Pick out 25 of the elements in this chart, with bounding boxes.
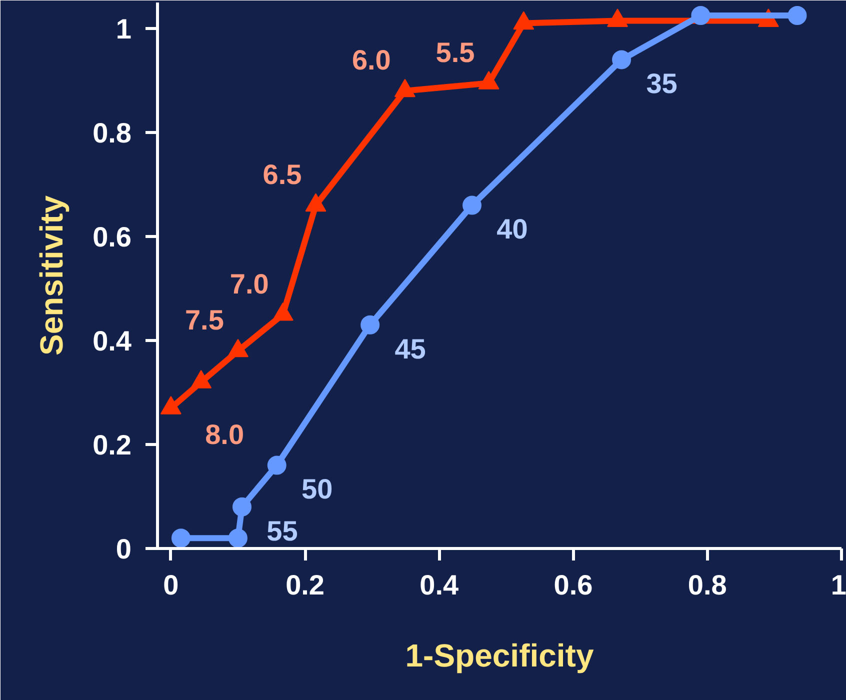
y-axis-title: Sensitivity (34, 195, 70, 356)
x-axis-title: 1-Specificity (405, 638, 594, 674)
annotation: 5.5 (436, 36, 475, 68)
annotation: 45 (394, 333, 426, 364)
y-tick-label: 0.2 (92, 430, 132, 460)
x-tick-label: 1 (830, 570, 846, 600)
annotation: 55 (266, 515, 298, 546)
x-tick-label: 0 (163, 570, 179, 600)
y-tick-label: 0 (116, 534, 132, 564)
y-tick-label: 0.4 (92, 326, 132, 356)
annotation: 8.0 (205, 419, 244, 450)
y-tick-label: 1 (116, 14, 132, 44)
annotation: 7.0 (230, 268, 269, 300)
annotation: 40 (496, 214, 528, 245)
annotation: 50 (302, 474, 333, 505)
annotation: 6.0 (352, 44, 391, 76)
x-tick-label: 0.8 (688, 570, 727, 600)
annotation: 35 (646, 68, 678, 100)
y-tick-label: 0.8 (92, 118, 132, 148)
y-tick-label: 0.6 (92, 222, 132, 252)
x-tick-label: 0.2 (286, 570, 325, 600)
x-tick-label: 0.4 (420, 570, 460, 600)
annotation: 6.5 (262, 159, 302, 190)
annotation: 7.5 (184, 304, 224, 336)
x-tick-label: 0.6 (554, 570, 593, 600)
